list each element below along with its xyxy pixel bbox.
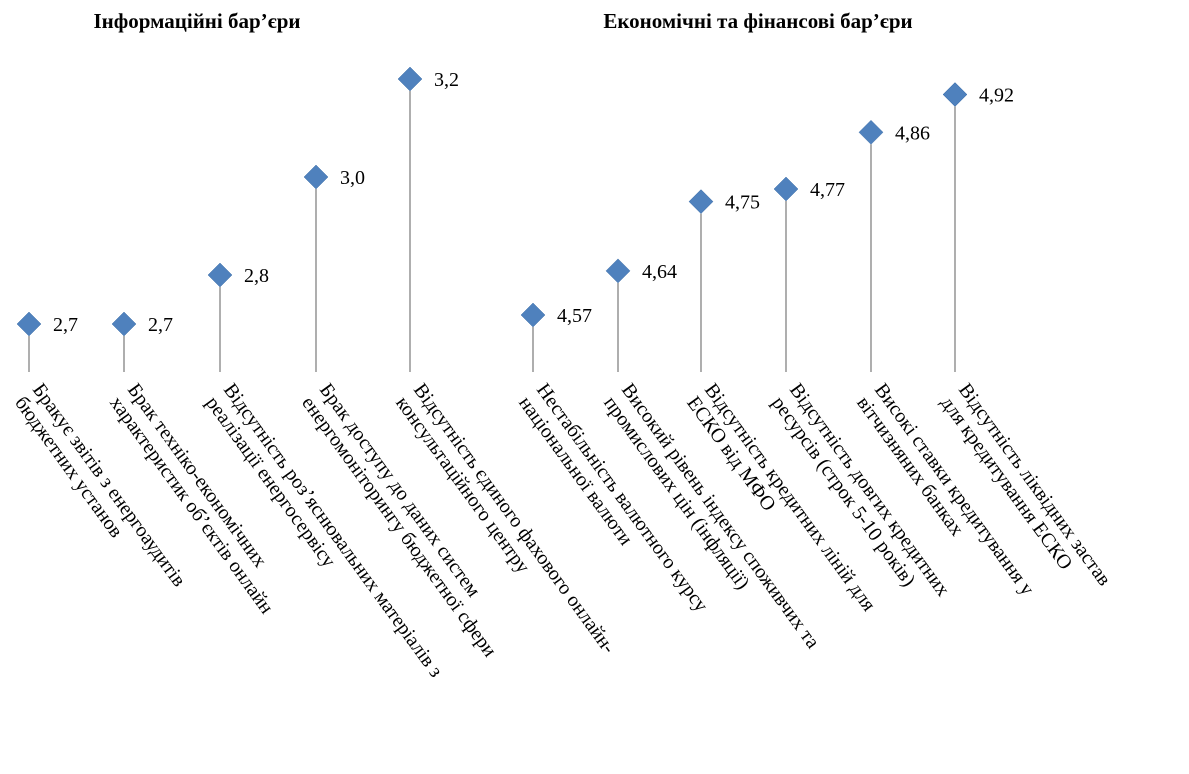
diamond-marker [16, 311, 42, 337]
diamond-marker [397, 66, 423, 92]
category-label-line: Відсутність ліквідних застав [954, 379, 1115, 590]
category-label-line: Відсутність єдиного фахового онлайн- [409, 379, 620, 657]
value-label: 2,8 [244, 265, 269, 287]
value-label: 3,2 [434, 69, 459, 91]
value-label: 4,92 [979, 85, 1014, 107]
diamond-marker [111, 311, 137, 337]
value-label: 2,7 [53, 314, 78, 336]
value-label: 4,64 [642, 261, 677, 283]
value-label: 2,7 [148, 314, 173, 336]
value-label: 4,57 [557, 305, 592, 327]
value-label: 4,75 [725, 192, 760, 214]
diamond-marker [688, 189, 714, 214]
value-label: 3,0 [340, 167, 365, 189]
diamond-marker [858, 119, 884, 145]
group-title: Інформаційні бар’єри [93, 9, 300, 33]
value-label: 4,77 [810, 179, 845, 201]
value-label: 4,86 [895, 122, 930, 144]
diamond-marker [942, 82, 968, 107]
diamond-marker [303, 164, 329, 190]
group-title: Економічні та фінансові бар’єри [603, 9, 912, 33]
diamond-marker [605, 258, 631, 284]
diamond-marker [520, 302, 546, 328]
diamond-marker [773, 176, 799, 202]
diamond-marker [207, 262, 233, 288]
